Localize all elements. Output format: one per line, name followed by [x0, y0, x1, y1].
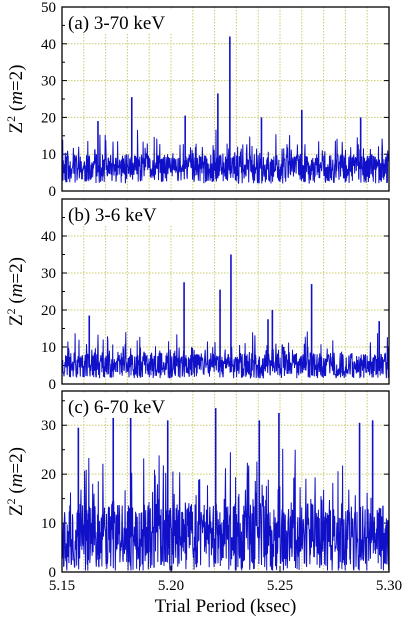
- y-tick-label: 10: [41, 340, 56, 356]
- y-tick-label: 20: [41, 467, 56, 483]
- panel-label: (a) 3-70 keV: [68, 13, 165, 34]
- panel-label: (b) 3-6 keV: [68, 205, 157, 226]
- plot-frame: [61, 390, 390, 573]
- y-tick-label: 40: [41, 37, 56, 53]
- plot-frame: [61, 6, 390, 192]
- y-tick-label: 50: [41, 0, 56, 16]
- x-tick-label: 5.25: [267, 578, 293, 594]
- panel-2: 0 10 20 30 40 (b) 3-6 keV Z2 (m=2): [4, 198, 390, 393]
- panel-label-background: [65, 202, 174, 226]
- y-axis-label: Z2 (m=2): [4, 257, 27, 326]
- panel-3: 0 10 20 30 (c) 6-70 keV Z2 (m=2) 5.15 5.20 5.25 5…: [4, 390, 402, 617]
- panel-1: 0 10 20 30 40 50 (a) 3-70 keV Z2 (m=2): [4, 0, 390, 200]
- y-axis-label: Z2 (m=2): [4, 65, 27, 134]
- y-tick-label: 20: [41, 110, 56, 126]
- panel-label-background: [65, 394, 183, 418]
- z2-trace: [61, 448, 390, 571]
- y-tick-label: 10: [41, 147, 56, 163]
- y-tick-label: 30: [41, 418, 56, 434]
- x-tick-label: 5.30: [376, 578, 402, 594]
- y-tick-label: 30: [41, 266, 56, 282]
- x-axis-title: Trial Period (ksec): [155, 596, 297, 617]
- z2-trace: [61, 129, 390, 184]
- y-tick-label: 0: [49, 377, 57, 393]
- y-tick-label: 10: [41, 516, 56, 532]
- x-tick-label: 5.15: [49, 578, 75, 594]
- panel-label-background: [65, 10, 183, 34]
- y-axis-label: Z2 (m=2): [4, 447, 27, 516]
- plot-frame: [61, 198, 390, 385]
- y-tick-label: 0: [49, 565, 57, 581]
- y-tick-label: 20: [41, 303, 56, 319]
- z2-trace: [61, 331, 390, 379]
- x-tick-label: 5.20: [158, 578, 184, 594]
- y-tick-label: 30: [41, 74, 56, 90]
- y-tick-label: 40: [41, 229, 56, 245]
- panel-label: (c) 6-70 keV: [68, 397, 165, 418]
- y-tick-label: 0: [49, 184, 57, 200]
